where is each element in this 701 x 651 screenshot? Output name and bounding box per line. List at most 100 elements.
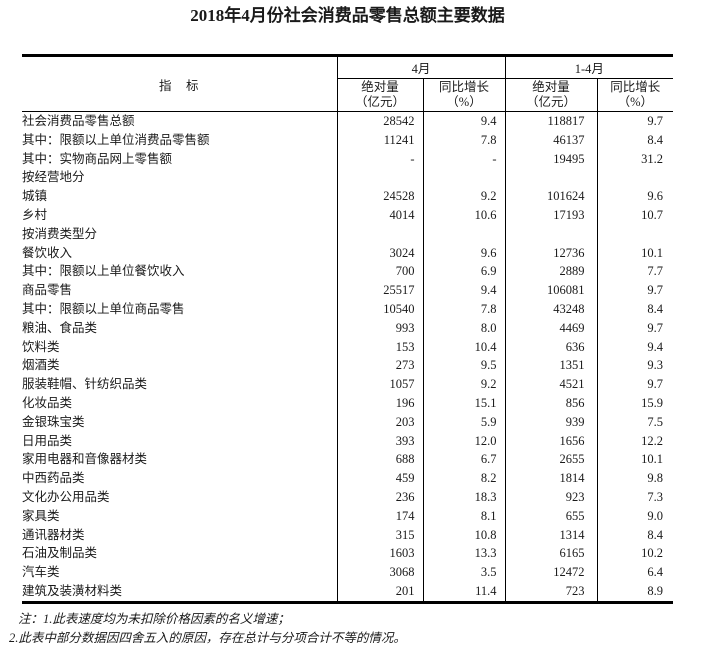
cell-april-growth: 9.4 (422, 111, 506, 131)
cell-ytd-value: 101624 (504, 187, 598, 206)
row-indicator-label: 其中：限额以上单位餐饮收入 (22, 264, 185, 279)
cell-ytd-growth: 6.4 (596, 563, 674, 582)
cell-ytd-growth: 10.1 (596, 243, 674, 263)
cell-april-growth: 8.0 (422, 318, 506, 338)
table-row: 金银珠宝类 203 5.9 939 7.5 (22, 412, 674, 432)
table-row: 石油及制品类 1603 13.3 6165 10.2 (22, 544, 674, 564)
subheader-line: 绝对量 (361, 80, 399, 94)
cell-april-value: 3068 (336, 563, 423, 582)
cell-april-value: 11241 (336, 130, 423, 150)
row-indicator-label: 商品零售 (22, 283, 73, 298)
table-row: 家用电器和音像器材类 688 6.7 2655 10.1 (22, 450, 674, 470)
cell-ytd-value: 106081 (504, 281, 598, 300)
cell-april-growth: 7.8 (422, 299, 506, 319)
cell-ytd-value: 1351 (504, 356, 598, 376)
note-line-2: 2.此表中部分数据因四舍五入的原因，存在总计与分项合计不等的情况。 (9, 630, 406, 645)
subheader-line: 绝对量 (532, 80, 570, 94)
row-indicator-label: 通讯器材类 (22, 527, 85, 542)
cell-ytd-growth: 8.4 (596, 299, 674, 319)
row-indicator-label: 金银珠宝类 (22, 414, 85, 429)
cell-ytd-growth: 9.8 (596, 469, 674, 488)
table-row: 社会消费品零售总额 28542 9.4 118817 9.7 (22, 111, 674, 131)
cell-april-value: 236 (336, 487, 423, 507)
cell-april-growth: 12.0 (422, 431, 506, 451)
subheader-april-growth: 同比增长 （%） (422, 78, 506, 112)
row-indicator-label: 饮料类 (22, 339, 60, 354)
cell-april-value: 1057 (336, 375, 423, 394)
cell-april-growth: 9.5 (422, 356, 506, 376)
cell-ytd-growth: 7.3 (596, 487, 674, 507)
row-indicator-label: 化妆品类 (22, 395, 73, 410)
cell-ytd-growth: 7.5 (596, 412, 674, 432)
cell-ytd-value: 12472 (504, 563, 598, 582)
row-indicator-label: 汽车类 (22, 565, 60, 580)
row-indicator-label: 石油及制品类 (22, 546, 98, 561)
cell-april-value (336, 224, 423, 244)
cell-april-value: 28542 (336, 111, 423, 131)
cell-april-growth: 13.3 (422, 544, 506, 564)
cell-april-value: - (336, 149, 423, 169)
cell-april-growth: 11.4 (422, 581, 506, 603)
cell-april-growth (422, 168, 506, 188)
cell-april-value: 4014 (336, 205, 423, 225)
cell-ytd-value: 655 (504, 506, 598, 526)
row-indicator-label: 家用电器和音像器材类 (22, 452, 148, 467)
cell-ytd-growth: 9.7 (596, 281, 674, 300)
row-indicator-label: 乡村 (22, 207, 48, 222)
row-indicator-label: 按经营地分 (22, 170, 85, 185)
cell-ytd-value: 1656 (504, 431, 598, 451)
table-row: 其中：限额以上单位商品零售 10540 7.8 43248 8.4 (22, 299, 674, 319)
cell-ytd-growth: 10.2 (596, 544, 674, 564)
cell-april-value: 273 (336, 356, 423, 376)
cell-april-value: 3024 (336, 243, 423, 263)
row-indicator-label: 中西药品类 (22, 471, 85, 486)
row-indicator-label: 其中：实物商品网上零售额 (22, 151, 173, 166)
cell-april-growth (422, 224, 506, 244)
cell-ytd-value (504, 224, 598, 244)
cell-april-growth: 15.1 (422, 393, 506, 413)
cell-ytd-value: 43248 (504, 299, 598, 319)
cell-ytd-value: 4521 (504, 375, 598, 394)
cell-ytd-value: 2889 (504, 262, 598, 282)
cell-ytd-growth: 8.4 (596, 525, 674, 545)
table-header: 指 标 4月 1-4月 绝对量 （亿元） 同比增长 （%） 绝对量 （亿元） 同… (22, 55, 674, 112)
table-row: 家具类 174 8.1 655 9.0 (22, 506, 674, 526)
subheader-april-absolute: 绝对量 （亿元） (336, 78, 423, 112)
page-title: 2018年4月份社会消费品零售总额主要数据 (190, 6, 505, 25)
table-row: 其中：限额以上单位消费品零售额 11241 7.8 46137 8.4 (22, 130, 674, 150)
cell-april-growth: - (422, 149, 506, 169)
cell-april-growth: 10.8 (422, 525, 506, 545)
row-indicator-label: 粮油、食品类 (22, 320, 98, 335)
cell-april-growth: 9.2 (422, 187, 506, 206)
cell-april-value: 688 (336, 450, 423, 470)
table-row: 服装鞋帽、针纺织品类 1057 9.2 4521 9.7 (22, 375, 674, 394)
cell-ytd-value: 4469 (504, 318, 598, 338)
cell-ytd-value: 856 (504, 393, 598, 413)
row-indicator-label: 家具类 (22, 508, 60, 523)
table-row: 化妆品类 196 15.1 856 15.9 (22, 393, 674, 413)
cell-ytd-growth: 9.0 (596, 506, 674, 526)
subheader-line: （亿元） (354, 95, 405, 109)
cell-april-growth: 3.5 (422, 563, 506, 582)
cell-april-value (336, 168, 423, 188)
table-row: 乡村 4014 10.6 17193 10.7 (22, 205, 674, 225)
cell-ytd-growth: 9.7 (596, 111, 674, 131)
table-row: 建筑及装潢材料类 201 11.4 723 8.9 (22, 581, 674, 603)
cell-ytd-growth: 31.2 (596, 149, 674, 169)
table-row: 其中：限额以上单位餐饮收入 700 6.9 2889 7.7 (22, 262, 674, 282)
subheader-ytd-absolute: 绝对量 （亿元） (504, 78, 598, 112)
row-indicator-label: 按消费类型分 (22, 226, 98, 241)
row-indicator-label: 其中：限额以上单位消费品零售额 (22, 132, 210, 147)
cell-april-value: 393 (336, 431, 423, 451)
cell-ytd-value: 46137 (504, 130, 598, 150)
table-row: 烟酒类 273 9.5 1351 9.3 (22, 356, 674, 376)
cell-april-growth: 9.2 (422, 375, 506, 394)
table-row: 中西药品类 459 8.2 1814 9.8 (22, 469, 674, 488)
table-row: 商品零售 25517 9.4 106081 9.7 (22, 281, 674, 300)
cell-ytd-growth: 8.9 (596, 581, 674, 603)
cell-april-growth: 18.3 (422, 487, 506, 507)
cell-ytd-growth: 9.3 (596, 356, 674, 376)
cell-ytd-value: 1314 (504, 525, 598, 545)
cell-ytd-value: 923 (504, 487, 598, 507)
subheader-line: 同比增长 (610, 80, 661, 94)
